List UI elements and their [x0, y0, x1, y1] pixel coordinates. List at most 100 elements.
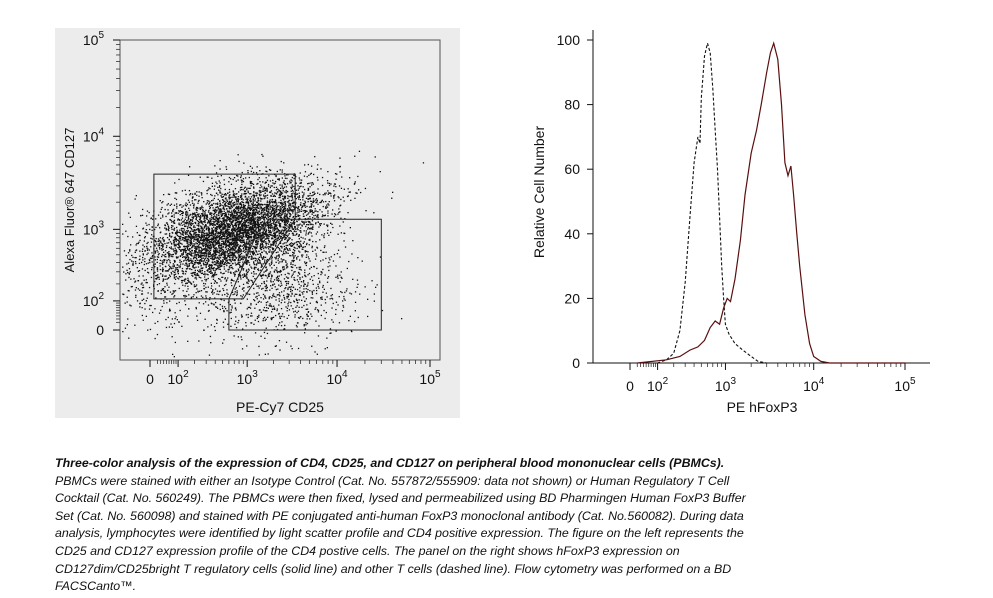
scatter-dot — [374, 156, 376, 158]
scatter-dot — [185, 216, 187, 218]
scatter-dot — [287, 174, 289, 176]
scatter-dot — [254, 222, 256, 224]
scatter-dot — [264, 224, 267, 226]
scatter-dot — [210, 241, 213, 243]
scatter-dot — [239, 208, 241, 210]
scatter-dot — [228, 232, 230, 234]
scatter-dot — [253, 237, 255, 239]
scatter-dot — [232, 190, 234, 192]
scatter-dot — [226, 210, 229, 212]
scatter-dot — [191, 259, 193, 262]
scatter-dot — [232, 193, 235, 195]
scatter-dot — [246, 277, 248, 279]
scatter-dot — [193, 252, 195, 254]
scatter-dot — [164, 296, 166, 298]
scatter-dot — [196, 240, 198, 242]
scatter-dot — [225, 216, 227, 218]
scatter-dot — [202, 223, 204, 226]
scatter-dot — [282, 210, 284, 212]
scatter-dot — [245, 244, 247, 247]
scatter-dot — [267, 229, 270, 231]
scatter-dot — [223, 252, 225, 254]
scatter-dot — [242, 217, 245, 220]
scatter-dot — [135, 225, 138, 227]
scatter-dot — [255, 231, 257, 233]
scatter-dot — [202, 245, 205, 247]
scatter-dot — [321, 234, 323, 236]
scatter-dot — [214, 280, 216, 282]
scatter-dot — [234, 259, 236, 261]
scatter-dot — [178, 248, 181, 250]
scatter-dot — [186, 258, 189, 261]
scatter-dot — [182, 212, 184, 214]
scatter-dot — [205, 266, 207, 268]
scatter-dot — [220, 237, 222, 239]
scatter-dot — [321, 176, 324, 179]
scatter-dot — [221, 214, 223, 216]
scatter-dot — [246, 263, 248, 265]
scatter-dot — [307, 163, 309, 166]
scatter-dot — [278, 248, 281, 250]
scatter-dot — [295, 176, 297, 178]
scatter-dot — [227, 226, 229, 228]
scatter-dot — [276, 202, 278, 204]
scatter-dot — [145, 263, 148, 265]
scatter-dot — [213, 237, 215, 239]
scatter-dot — [211, 268, 213, 270]
scatter-dot — [230, 221, 233, 223]
scatter-dot — [285, 244, 287, 247]
scatter-dot — [230, 178, 232, 180]
scatter-dot — [224, 255, 226, 257]
scatter-dot — [282, 234, 284, 236]
scatter-dot — [333, 215, 335, 218]
scatter-dot — [233, 212, 235, 214]
scatter-dot — [202, 241, 204, 244]
scatter-dot — [233, 217, 235, 219]
scatter-dot — [194, 231, 196, 233]
scatter-dot — [181, 212, 183, 215]
scatter-dot — [243, 205, 245, 208]
scatter-dot — [341, 176, 343, 178]
scatter-dot — [208, 233, 210, 236]
scatter-dot — [267, 183, 270, 186]
scatter-dot — [195, 247, 197, 249]
scatter-dot — [225, 248, 228, 250]
scatter-dot — [274, 224, 276, 226]
scatter-dot — [209, 219, 211, 221]
scatter-dot — [144, 269, 146, 272]
scatter-dot — [269, 217, 271, 220]
scatter-dot — [258, 250, 260, 252]
scatter-dot — [264, 192, 266, 194]
scatter-dot — [285, 246, 287, 249]
scatter-dot — [161, 254, 164, 256]
scatter-dot — [168, 246, 171, 249]
scatter-dot — [174, 197, 176, 199]
scatter-dot — [185, 235, 187, 238]
scatter-dot — [273, 216, 275, 218]
scatter-dot — [196, 224, 198, 226]
scatter-dot — [172, 210, 174, 213]
scatter-dot — [246, 231, 248, 233]
scatter-dot — [249, 251, 251, 253]
scatter-dot — [266, 214, 268, 216]
scatter-dot — [223, 206, 225, 208]
scatter-dot — [339, 165, 341, 168]
scatter-dot — [342, 221, 344, 223]
scatter-dot — [268, 204, 270, 206]
scatter-dot — [245, 216, 247, 218]
scatter-dot — [190, 234, 193, 236]
scatter-dot — [289, 203, 291, 205]
scatter-dot — [234, 223, 237, 225]
scatter-dot — [273, 233, 275, 235]
scatter-dot — [282, 198, 284, 200]
scatter-dot — [209, 245, 211, 247]
scatter-dot — [313, 193, 315, 195]
scatter-dot — [354, 181, 356, 183]
scatter-dot — [179, 276, 181, 278]
scatter-dot — [213, 282, 216, 284]
scatter-dot — [234, 248, 236, 250]
scatter-dot — [225, 260, 227, 262]
scatter-dot — [215, 206, 217, 209]
scatter-dot — [262, 217, 265, 219]
scatter-dot — [205, 243, 208, 245]
